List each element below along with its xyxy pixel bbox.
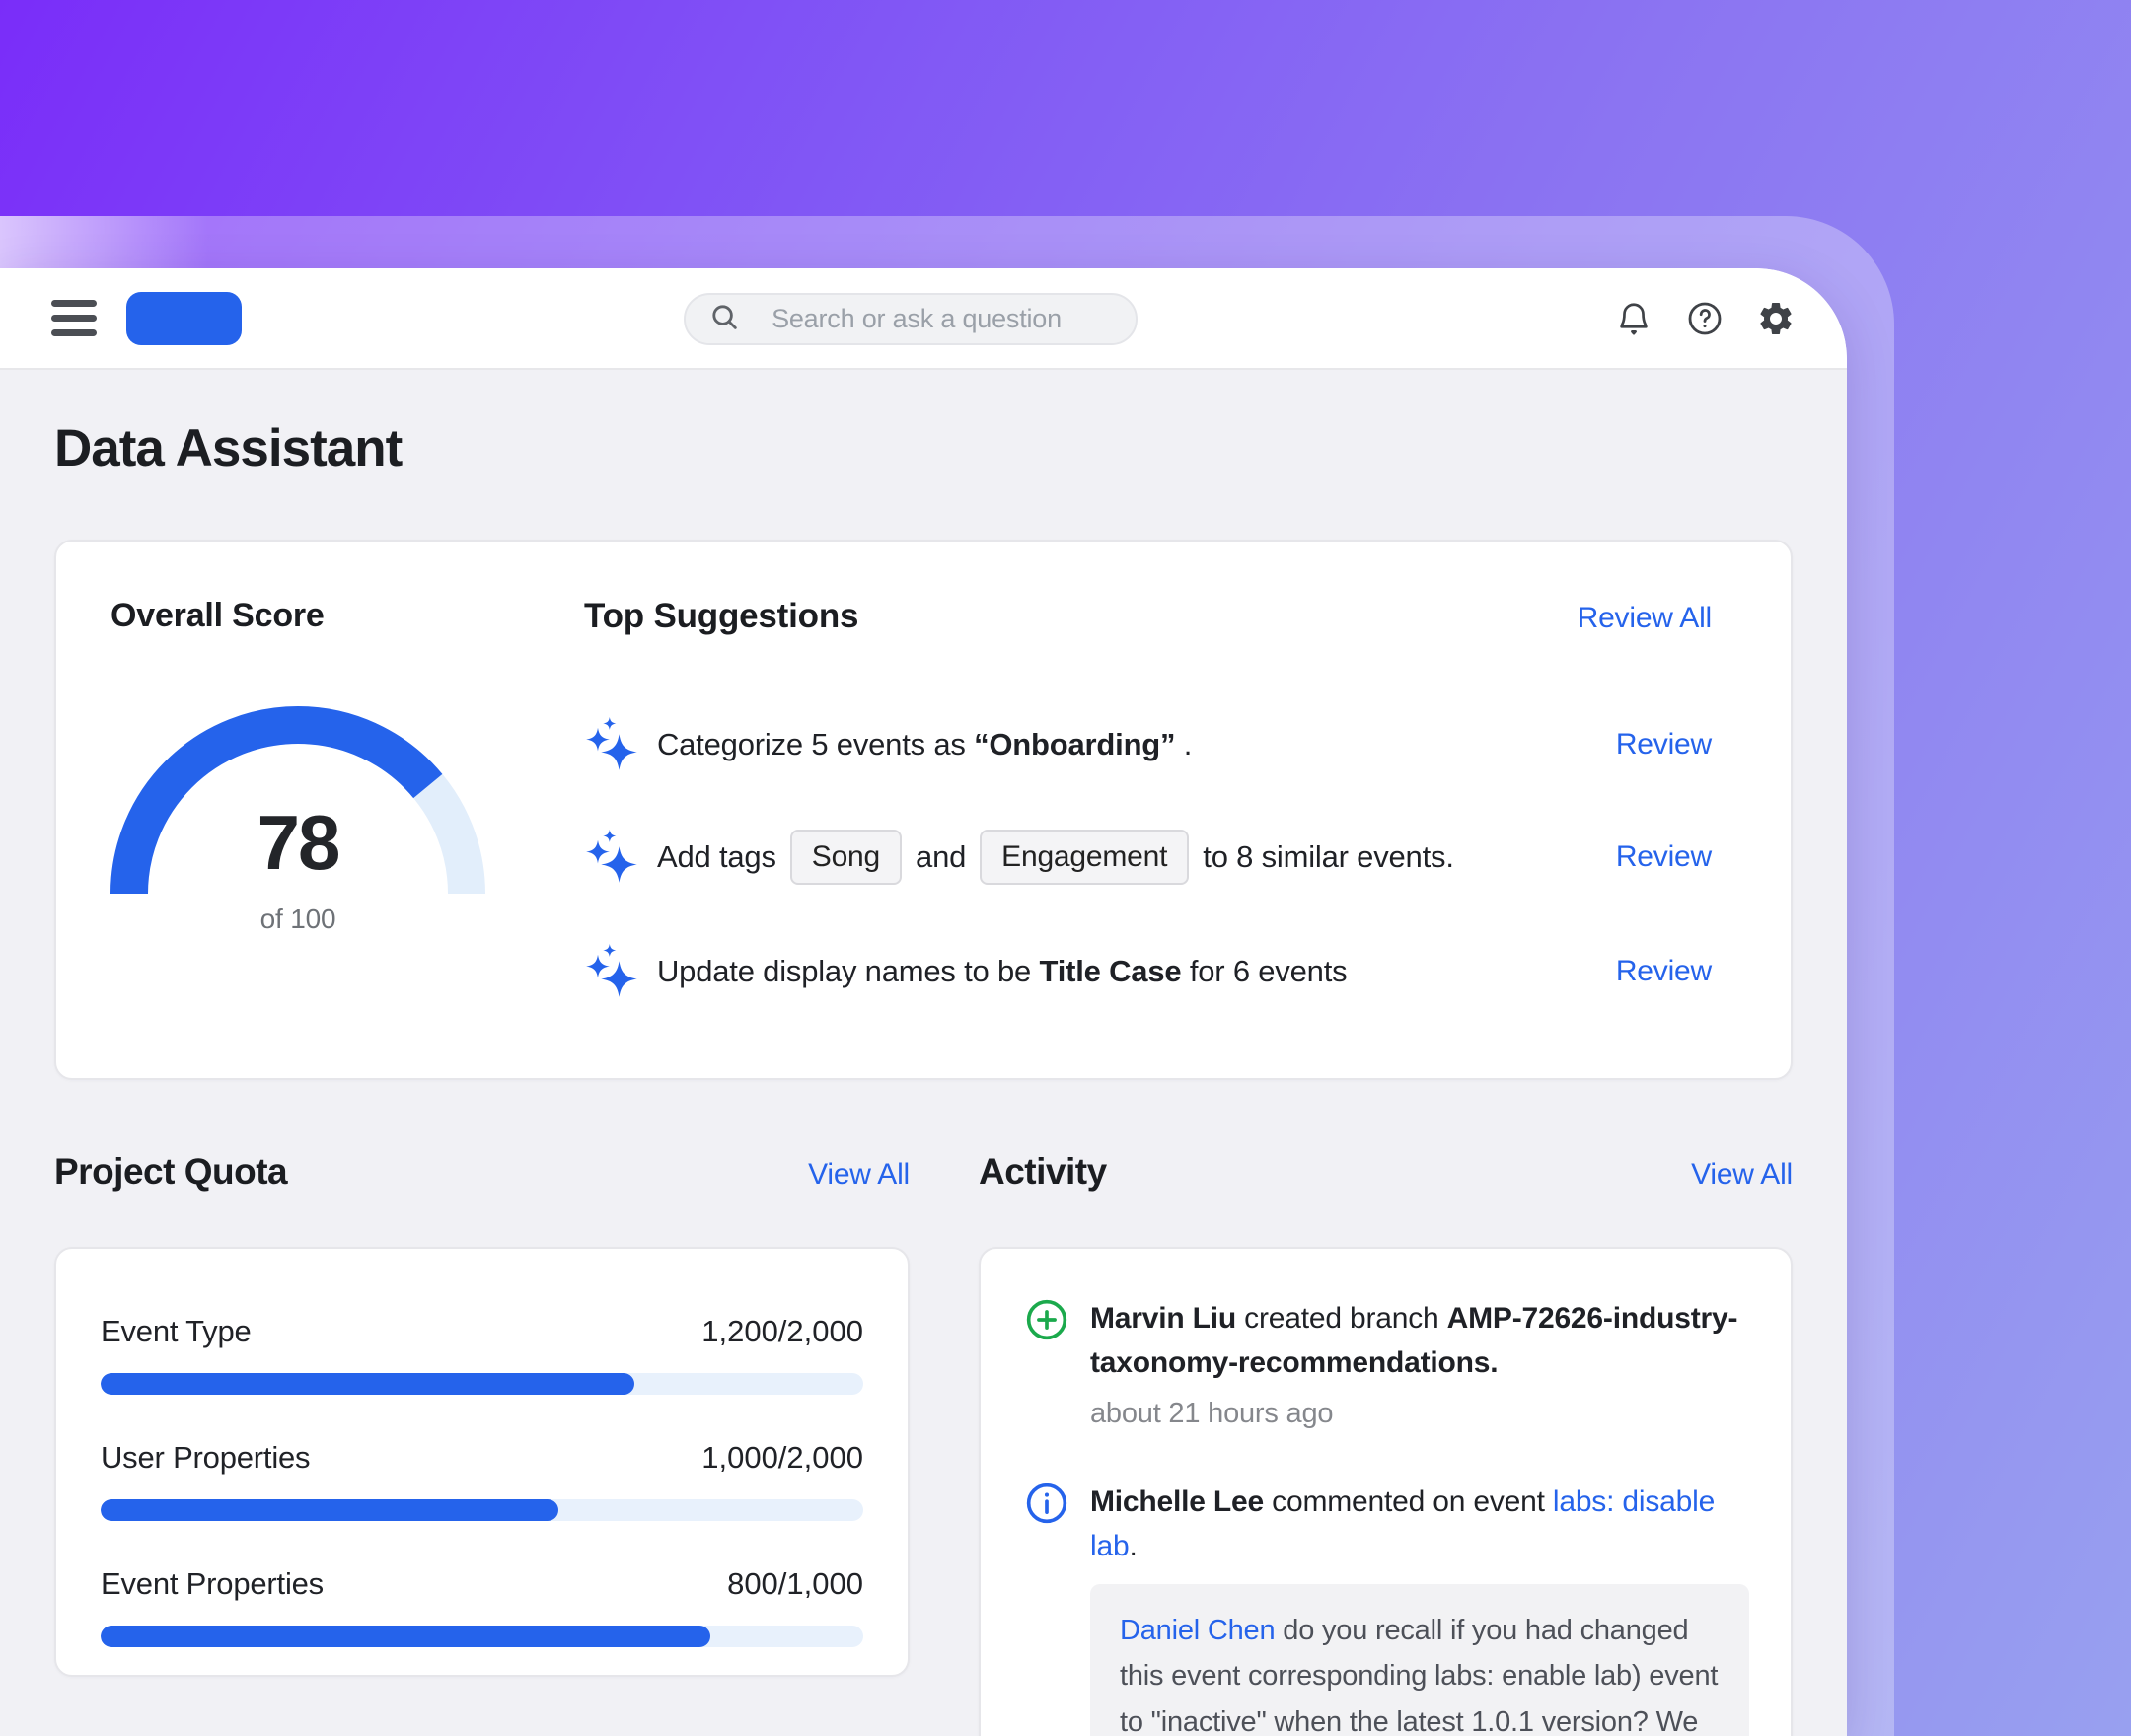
- tag-chip[interactable]: Engagement: [980, 830, 1190, 885]
- quota-value: 800/1,000: [727, 1566, 863, 1601]
- project-quota-card: Event Type 1,200/2,000 User Properties 1…: [54, 1247, 910, 1677]
- page-content: Data Assistant Overall Score 78 of 100: [0, 370, 1847, 1736]
- quota-view-all-link[interactable]: View All: [808, 1158, 910, 1191]
- suggestion-row: Add tags Song and Engagement to 8 simila…: [584, 822, 1712, 893]
- quota-row: Event Type 1,200/2,000: [101, 1314, 863, 1395]
- suggestion-text: Categorize 5 events as “Onboarding” .: [657, 727, 1193, 761]
- activity-item: Marvin Liu created branch AMP-72626-indu…: [1025, 1296, 1749, 1436]
- activity-timestamp: about 21 hours ago: [1090, 1398, 1334, 1429]
- event-link[interactable]: labs: disable lab: [1090, 1484, 1716, 1562]
- tag-chip[interactable]: Song: [789, 830, 903, 885]
- activity-title: Activity: [979, 1151, 1107, 1192]
- page-title: Data Assistant: [54, 419, 403, 477]
- app-logo[interactable]: [126, 291, 242, 345]
- score-max-label: of 100: [259, 904, 336, 934]
- project-quota-title: Project Quota: [54, 1151, 288, 1192]
- quota-progress-fill: [101, 1626, 711, 1647]
- quota-progress-bar: [101, 1373, 863, 1395]
- project-quota-section: Project Quota View All Event Type 1,200/…: [54, 1151, 910, 1677]
- mention-link[interactable]: Daniel Chen: [1120, 1614, 1276, 1646]
- menu-icon[interactable]: [51, 300, 97, 336]
- search-placeholder: Search or ask a question: [772, 304, 1062, 333]
- quota-label: User Properties: [101, 1440, 311, 1475]
- review-link[interactable]: Review: [1615, 840, 1712, 873]
- suggestion-text: Add tags Song and Engagement to 8 simila…: [657, 830, 1454, 885]
- quota-progress-fill: [101, 1499, 558, 1521]
- plus-circle-icon: [1026, 1299, 1067, 1340]
- activity-text: Marvin Liu created branch AMP-72626-indu…: [1090, 1302, 1738, 1379]
- quota-row: Event Properties 800/1,000: [101, 1566, 863, 1647]
- activity-section: Activity View All Marvin Liu created br: [979, 1151, 1793, 1736]
- top-navigation-bar: Search or ask a question: [0, 268, 1847, 370]
- activity-item: Michelle Lee commented on event labs: di…: [1025, 1480, 1749, 1736]
- quota-label: Event Properties: [101, 1566, 324, 1601]
- help-icon[interactable]: [1685, 299, 1725, 338]
- sparkles-icon: [586, 944, 637, 997]
- quota-row: User Properties 1,000/2,000: [101, 1440, 863, 1521]
- score-gauge: 78: [110, 696, 485, 894]
- suggestion-text: Update display names to be Title Case fo…: [657, 954, 1348, 988]
- score-suggestions-card: Overall Score 78 of 100 Top Suggestions …: [54, 540, 1793, 1080]
- suggestion-row: Categorize 5 events as “Onboarding” . Re…: [584, 709, 1712, 780]
- quota-value: 1,200/2,000: [701, 1314, 863, 1348]
- search-icon: [707, 300, 741, 338]
- info-circle-icon: [1026, 1483, 1067, 1523]
- sparkles-icon: [586, 830, 637, 883]
- review-link[interactable]: Review: [1615, 728, 1712, 760]
- score-value: 78: [257, 799, 341, 886]
- activity-comment: Daniel Chen do you recall if you had cha…: [1090, 1583, 1749, 1736]
- top-suggestions-title: Top Suggestions: [584, 597, 859, 635]
- quota-progress-bar: [101, 1626, 863, 1647]
- quota-value: 1,000/2,000: [701, 1440, 863, 1475]
- quota-progress-fill: [101, 1373, 635, 1395]
- suggestion-row: Update display names to be Title Case fo…: [584, 936, 1712, 1007]
- notifications-bell-icon[interactable]: [1614, 299, 1653, 338]
- top-suggestions-panel: Top Suggestions Review All Categorize 5 …: [584, 542, 1791, 1078]
- overall-score-label: Overall Score: [110, 597, 325, 634]
- search-input[interactable]: Search or ask a question: [684, 293, 1138, 345]
- activity-card: Marvin Liu created branch AMP-72626-indu…: [979, 1247, 1793, 1736]
- review-all-link[interactable]: Review All: [1577, 602, 1713, 634]
- sparkles-icon: [586, 717, 637, 770]
- quota-label: Event Type: [101, 1314, 252, 1348]
- review-link[interactable]: Review: [1615, 955, 1712, 987]
- quota-progress-bar: [101, 1499, 863, 1521]
- activity-view-all-link[interactable]: View All: [1691, 1158, 1793, 1191]
- app-window: Search or ask a question: [0, 268, 1847, 1736]
- overall-score-panel: Overall Score 78 of 100: [56, 542, 584, 1078]
- settings-gear-icon[interactable]: [1756, 299, 1796, 338]
- activity-text: Michelle Lee commented on event labs: di…: [1090, 1484, 1716, 1562]
